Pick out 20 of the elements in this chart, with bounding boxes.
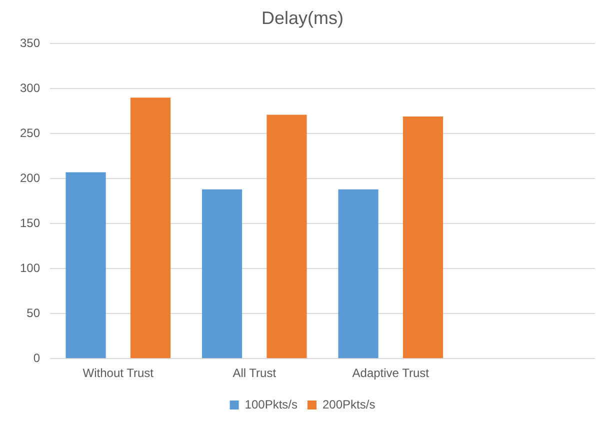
y-tick-label: 0: [33, 350, 40, 365]
y-tick-label: 150: [20, 216, 40, 230]
y-tick-label: 200: [20, 170, 40, 185]
chart-title: Delay(ms): [261, 8, 344, 28]
bar: [202, 189, 242, 358]
bar: [338, 189, 378, 358]
y-tick-label: 350: [20, 36, 40, 50]
y-tick-label: 300: [20, 80, 40, 95]
legend-label: 200Pkts/s: [322, 397, 376, 412]
bar: [402, 116, 444, 358]
x-tick-label: Without Trust: [82, 366, 154, 380]
bar: [266, 114, 307, 358]
legend-label: 100Pkts/s: [244, 397, 298, 412]
x-tick-label: All Trust: [232, 366, 277, 380]
y-tick-label: 100: [20, 260, 40, 275]
x-tick-label: Adaptive Trust: [352, 366, 430, 380]
bar: [130, 98, 171, 358]
bar: [66, 172, 106, 358]
y-tick-label: 250: [20, 126, 40, 140]
y-tick-label: 50: [26, 306, 40, 320]
